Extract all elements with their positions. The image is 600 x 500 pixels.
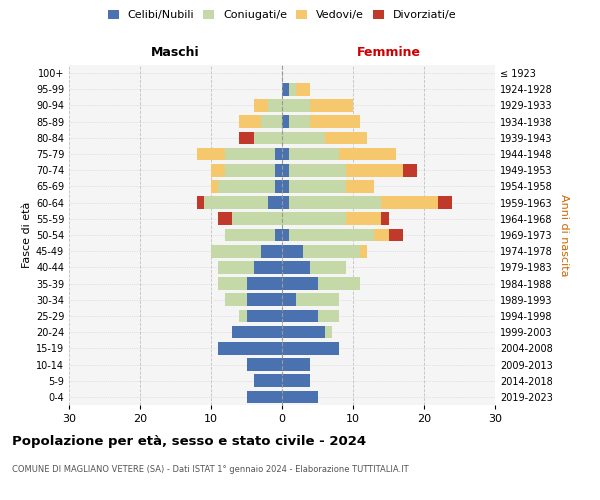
Bar [317, 278, 360, 290]
Bar [282, 164, 289, 176]
Bar [282, 342, 339, 354]
Bar [247, 294, 282, 306]
Bar [282, 310, 317, 322]
Bar [239, 310, 247, 322]
Bar [247, 390, 282, 403]
Bar [282, 99, 310, 112]
Bar [254, 99, 268, 112]
Bar [282, 132, 325, 144]
Bar [403, 164, 417, 176]
Bar [289, 196, 382, 209]
Bar [225, 294, 247, 306]
Bar [239, 116, 260, 128]
Text: Popolazione per età, sesso e stato civile - 2024: Popolazione per età, sesso e stato civil… [12, 435, 366, 448]
Bar [382, 196, 438, 209]
Bar [247, 278, 282, 290]
Bar [254, 374, 282, 387]
Bar [218, 261, 254, 274]
Bar [218, 342, 282, 354]
Bar [218, 278, 247, 290]
Bar [389, 228, 403, 241]
Bar [254, 261, 282, 274]
Bar [282, 180, 289, 192]
Bar [254, 132, 282, 144]
Y-axis label: Anni di nascita: Anni di nascita [559, 194, 569, 276]
Bar [282, 261, 310, 274]
Bar [211, 164, 225, 176]
Bar [296, 83, 310, 96]
Bar [374, 228, 389, 241]
Bar [289, 148, 339, 160]
Bar [197, 196, 204, 209]
Y-axis label: Fasce di età: Fasce di età [22, 202, 32, 268]
Bar [218, 212, 232, 225]
Bar [339, 148, 395, 160]
Bar [232, 212, 282, 225]
Bar [289, 228, 374, 241]
Bar [211, 180, 218, 192]
Bar [360, 245, 367, 258]
Bar [247, 310, 282, 322]
Bar [325, 132, 367, 144]
Bar [346, 180, 374, 192]
Bar [282, 374, 310, 387]
Text: COMUNE DI MAGLIANO VETERE (SA) - Dati ISTAT 1° gennaio 2024 - Elaborazione TUTTI: COMUNE DI MAGLIANO VETERE (SA) - Dati IS… [12, 465, 409, 474]
Bar [296, 294, 339, 306]
Bar [282, 390, 317, 403]
Bar [289, 116, 310, 128]
Bar [260, 116, 282, 128]
Bar [382, 212, 389, 225]
Bar [282, 278, 317, 290]
Bar [317, 310, 339, 322]
Bar [346, 164, 403, 176]
Bar [310, 261, 346, 274]
Bar [204, 196, 268, 209]
Bar [268, 99, 282, 112]
Bar [225, 164, 275, 176]
Bar [304, 245, 360, 258]
Bar [282, 326, 325, 338]
Bar [232, 326, 282, 338]
Bar [211, 245, 260, 258]
Text: Femmine: Femmine [356, 46, 421, 59]
Bar [282, 148, 289, 160]
Bar [268, 196, 282, 209]
Text: Maschi: Maschi [151, 46, 200, 59]
Bar [289, 164, 346, 176]
Bar [310, 116, 360, 128]
Bar [289, 83, 296, 96]
Bar [218, 180, 275, 192]
Legend: Celibi/Nubili, Coniugati/e, Vedovi/e, Divorziati/e: Celibi/Nubili, Coniugati/e, Vedovi/e, Di… [103, 6, 461, 25]
Bar [325, 326, 332, 338]
Bar [310, 99, 353, 112]
Bar [225, 148, 275, 160]
Bar [275, 148, 282, 160]
Bar [289, 180, 346, 192]
Bar [275, 228, 282, 241]
Bar [247, 358, 282, 371]
Bar [275, 164, 282, 176]
Bar [438, 196, 452, 209]
Bar [260, 245, 282, 258]
Bar [346, 212, 382, 225]
Bar [225, 228, 275, 241]
Bar [282, 228, 289, 241]
Bar [282, 294, 296, 306]
Bar [282, 245, 304, 258]
Bar [239, 132, 254, 144]
Bar [275, 180, 282, 192]
Bar [282, 212, 346, 225]
Bar [197, 148, 225, 160]
Bar [282, 83, 289, 96]
Bar [282, 358, 310, 371]
Bar [282, 196, 289, 209]
Bar [282, 116, 289, 128]
